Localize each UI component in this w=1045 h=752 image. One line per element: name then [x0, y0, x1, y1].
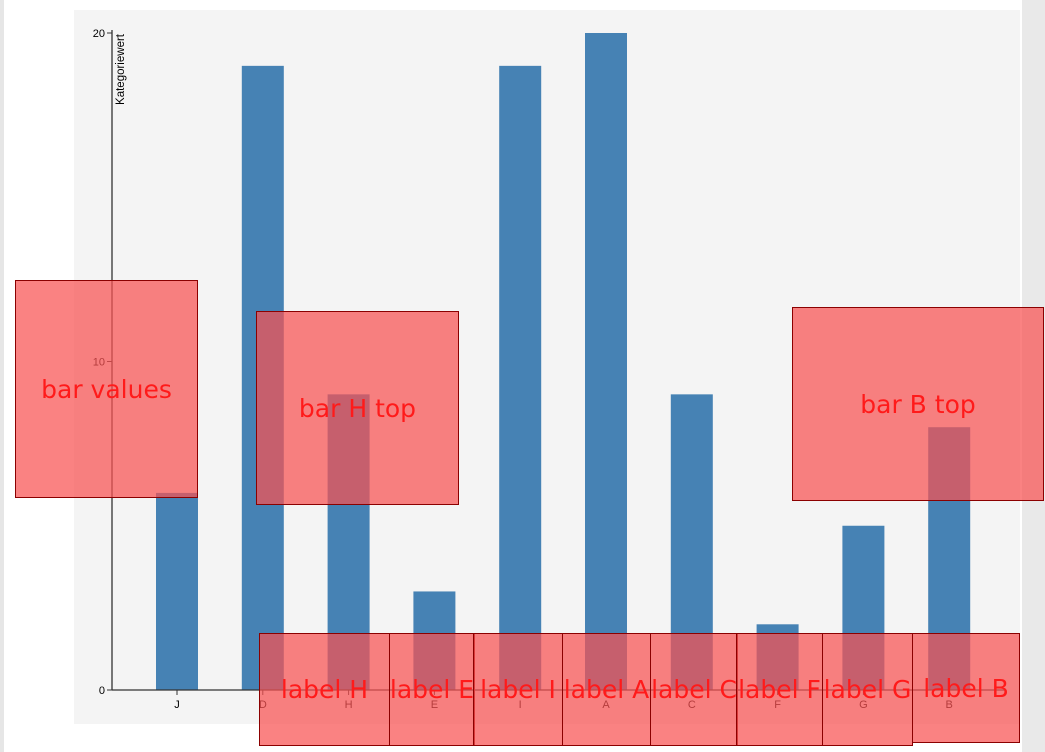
y-tick-label-0: 0: [99, 685, 105, 697]
overlay-label-f-text: label F: [738, 675, 821, 704]
left-border: [0, 0, 4, 752]
overlay-label-h: label H: [259, 633, 390, 746]
y-axis-label: Kategoriewert: [115, 33, 127, 105]
overlay-bar-h-top: bar H top: [256, 311, 459, 505]
overlay-label-c: label C: [650, 633, 738, 746]
bar-a: [585, 33, 627, 690]
overlay-label-b: label B: [912, 633, 1020, 743]
overlay-label-h-text: label H: [280, 675, 369, 704]
overlay-label-a-text: label A: [563, 675, 650, 704]
bar-j: [156, 492, 198, 690]
x-tick-label-j: J: [174, 699, 180, 711]
overlay-label-e: label E: [389, 633, 475, 746]
overlay-label-g: label G: [822, 633, 913, 746]
overlay-label-f: label F: [736, 633, 823, 746]
overlay-label-b-text: label B: [923, 673, 1009, 703]
bar-i: [499, 65, 542, 691]
y-tick-label-20: 20: [93, 28, 105, 40]
overlay-label-e-text: label E: [389, 675, 475, 704]
overlay-bar-b-top-text: bar B top: [860, 389, 976, 419]
overlay-label-a: label A: [562, 633, 651, 746]
overlay-bar-h-top-text: bar H top: [298, 393, 417, 423]
overlay-label-i: label I: [473, 633, 563, 746]
overlay-label-c-text: label C: [651, 675, 737, 704]
overlay-bar-values: bar values: [15, 280, 198, 498]
overlay-label-g-text: label G: [823, 675, 912, 704]
overlay-label-i-text: label I: [480, 675, 556, 704]
overlay-bar-b-top: bar B top: [792, 307, 1044, 501]
overlay-bar-values-text: bar values: [41, 374, 172, 404]
